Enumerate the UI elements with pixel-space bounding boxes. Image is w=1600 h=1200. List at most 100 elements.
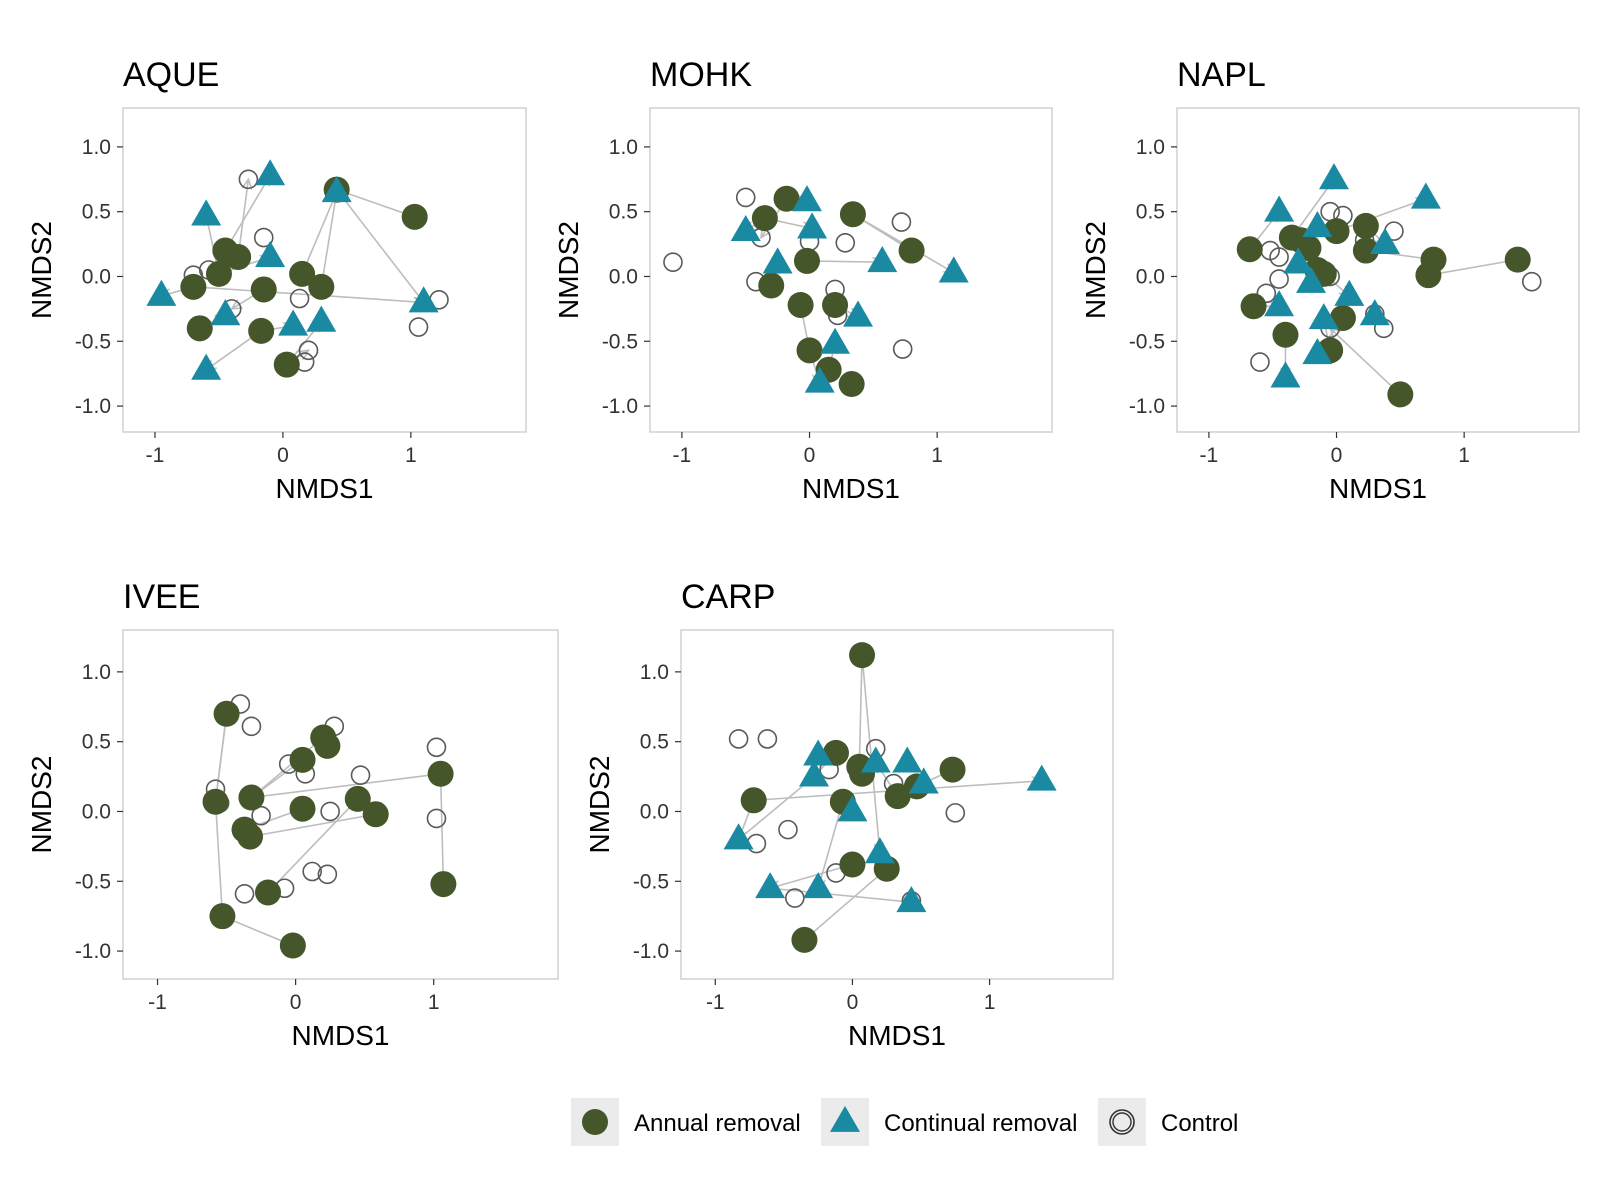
- point-control: [317, 864, 338, 885]
- point-control: [735, 187, 756, 208]
- panel-carp: CARP 1.0 0.5 0.0 -0.5 -1.0 -1 0 1 NMDS1 NMDS2: [584, 578, 1114, 1051]
- point-control: [426, 808, 447, 829]
- point-continual-removal: [908, 767, 939, 794]
- point-continual-removal: [1026, 764, 1057, 791]
- point-annual-removal: [255, 879, 281, 906]
- point-annual-removal: [237, 823, 264, 850]
- trajectory-arrow: [859, 655, 862, 767]
- trajectory-arrow: [224, 175, 270, 251]
- point-continual-removal: [255, 159, 286, 186]
- point-annual-removal: [205, 260, 232, 287]
- point-annual-removal: [1352, 212, 1379, 239]
- point-annual-removal: [939, 756, 966, 783]
- point-continual-removal: [791, 185, 822, 212]
- point-annual-removal: [1240, 293, 1267, 320]
- point-continual-removal: [803, 872, 834, 899]
- legend-label: Control: [1161, 1110, 1238, 1137]
- point-control: [835, 232, 856, 253]
- point-control: [891, 212, 912, 232]
- x-tick-label: 0: [277, 444, 289, 467]
- x-axis-title: NMDS1: [1329, 473, 1427, 504]
- y-tick-label: 0.5: [609, 201, 638, 224]
- point-continual-removal: [210, 299, 241, 326]
- point-control: [757, 729, 778, 749]
- x-tick-label: -1: [706, 991, 725, 1014]
- trajectory-arrow: [1428, 260, 1517, 276]
- point-annual-removal: [838, 371, 865, 398]
- point-control: [663, 252, 683, 273]
- point-annual-removal: [238, 784, 265, 811]
- y-tick-label: 0.0: [609, 265, 638, 288]
- y-tick-label: 0.0: [640, 800, 669, 823]
- point-annual-removal: [1415, 262, 1442, 289]
- point-continual-removal: [755, 872, 786, 899]
- point-continual-removal: [1283, 247, 1314, 274]
- trajectory-arrow: [818, 801, 844, 889]
- point-annual-removal: [180, 273, 207, 300]
- point-annual-removal: [209, 903, 236, 930]
- point-control: [1250, 352, 1270, 372]
- trajectory-arrow: [861, 655, 880, 853]
- point-control: [1521, 271, 1542, 292]
- x-tick-label: -1: [673, 444, 692, 467]
- point-annual-removal: [791, 926, 818, 953]
- point-continual-removal: [1308, 303, 1339, 330]
- point-control: [253, 227, 274, 248]
- point-continual-removal: [820, 327, 851, 354]
- point-continual-removal: [255, 240, 286, 267]
- y-axis-title: NMDS2: [553, 221, 584, 319]
- x-axis-title: NMDS1: [848, 1020, 946, 1051]
- plot-frame: [122, 629, 559, 980]
- point-continual-removal: [723, 823, 754, 850]
- point-continual-removal: [867, 246, 898, 273]
- y-axis-title: NMDS2: [26, 755, 57, 853]
- point-control: [778, 819, 798, 840]
- point-control: [241, 716, 262, 737]
- legend-open-circle-inner: [1112, 1112, 1132, 1132]
- point-continual-removal: [408, 286, 439, 313]
- trajectory-arrow: [250, 813, 376, 836]
- point-annual-removal: [427, 760, 454, 787]
- point-annual-removal: [279, 932, 306, 959]
- y-tick-label: -1.0: [1129, 395, 1165, 418]
- y-tick-label: -1.0: [75, 395, 111, 418]
- point-annual-removal: [289, 746, 316, 773]
- point-annual-removal: [1387, 381, 1414, 408]
- point-continual-removal: [892, 746, 923, 773]
- trajectory-arrow: [770, 887, 911, 902]
- y-tick-label: 1.0: [1136, 136, 1165, 159]
- trajectory-arrow: [804, 868, 888, 940]
- trajectory-arrow: [336, 188, 415, 217]
- legend: Annual removal Continual removal Control: [571, 1098, 1238, 1146]
- x-tick-label: 0: [1331, 444, 1343, 467]
- y-tick-label: -0.5: [633, 870, 669, 893]
- y-tick-label: -1.0: [602, 395, 638, 418]
- point-continual-removal: [797, 212, 828, 239]
- point-annual-removal: [401, 203, 428, 230]
- y-tick-label: -0.5: [602, 330, 638, 353]
- x-tick-label: -1: [148, 991, 167, 1014]
- point-continual-removal: [191, 199, 222, 226]
- point-annual-removal: [773, 185, 800, 212]
- point-annual-removal: [1236, 236, 1263, 263]
- trajectory-arrow: [441, 773, 444, 884]
- panel-title: NAPL: [1177, 56, 1266, 94]
- panel-napl: NAPL 1.0 0.5 0.0 -0.5 -1.0 -1 0 1 NMDS1 NMDS2: [1080, 56, 1580, 504]
- point-annual-removal: [202, 788, 229, 815]
- point-annual-removal: [884, 783, 911, 810]
- point-control: [251, 805, 271, 826]
- point-control: [426, 737, 447, 758]
- trajectory-arrow: [216, 802, 224, 917]
- y-axis-title: NMDS2: [1080, 221, 1111, 319]
- point-control: [302, 861, 322, 882]
- legend-circle-icon: [582, 1109, 608, 1135]
- trajectory-arrow: [251, 736, 324, 797]
- point-continual-removal: [804, 366, 835, 393]
- x-axis-title: NMDS1: [291, 1020, 389, 1051]
- trajectory-arrow: [267, 799, 358, 894]
- x-tick-label: -1: [146, 444, 165, 467]
- point-annual-removal: [751, 205, 778, 232]
- legend-label: Annual removal: [634, 1110, 801, 1137]
- point-annual-removal: [250, 276, 277, 303]
- y-tick-label: -1.0: [633, 940, 669, 963]
